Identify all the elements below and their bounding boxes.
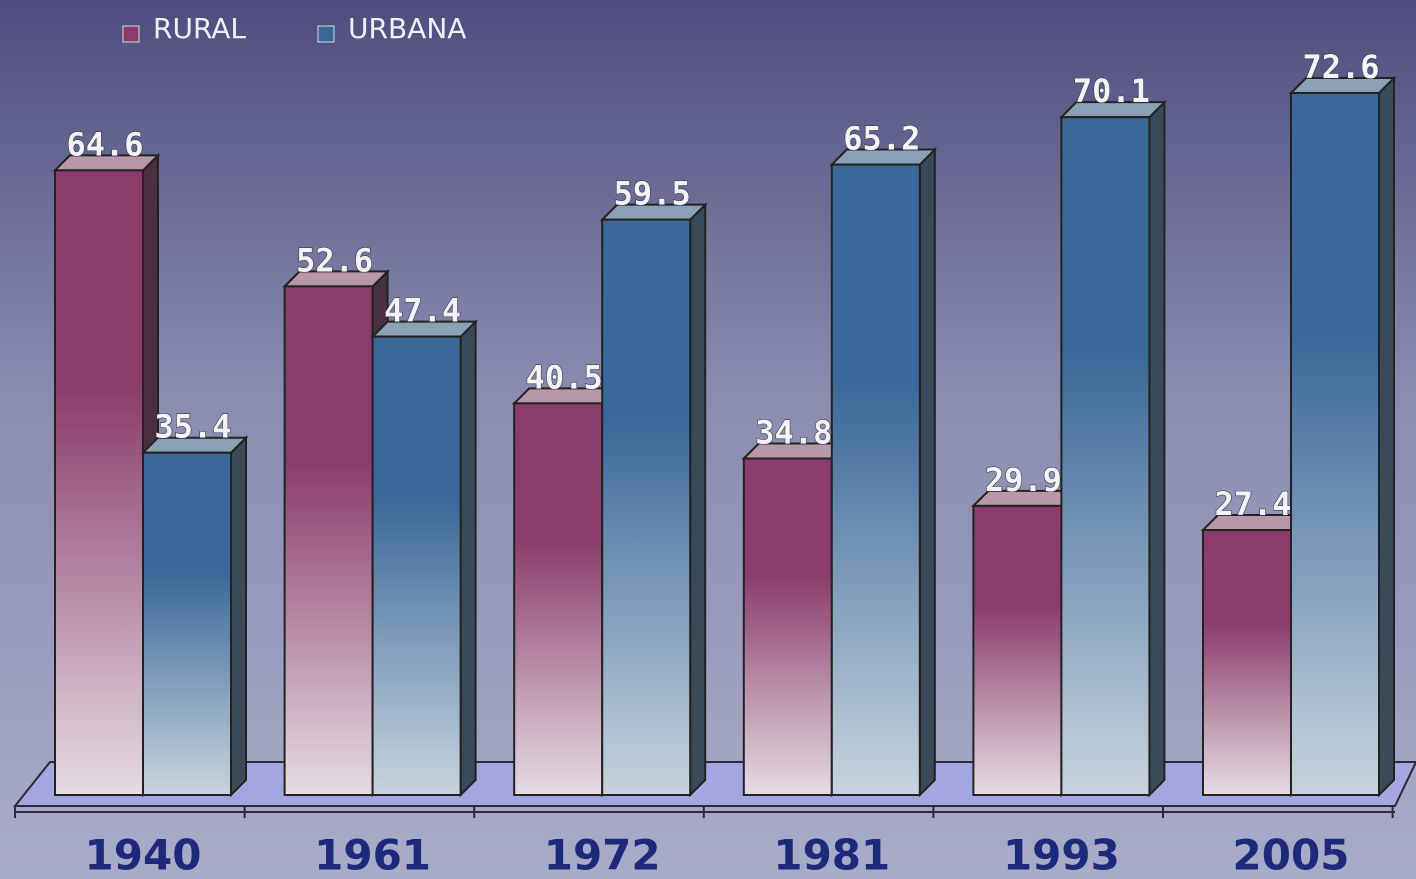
legend-label: RURAL bbox=[153, 12, 246, 45]
bar-front bbox=[601, 218, 692, 796]
bar-side bbox=[918, 147, 936, 798]
data-label: 27.4 bbox=[1214, 485, 1291, 523]
data-label: 64.6 bbox=[66, 125, 143, 163]
data-label: 72.6 bbox=[1302, 48, 1379, 86]
bar bbox=[599, 202, 708, 798]
data-label: 40.5 bbox=[526, 358, 603, 396]
bar-front bbox=[830, 163, 921, 797]
bar-front bbox=[142, 451, 232, 796]
bar bbox=[1288, 75, 1397, 798]
bar-front bbox=[742, 457, 833, 796]
bar-side bbox=[230, 435, 247, 798]
x-tick-label: 1961 bbox=[314, 831, 431, 879]
data-label: 47.4 bbox=[384, 292, 461, 330]
x-tick-label: 2005 bbox=[1233, 831, 1350, 879]
bar bbox=[140, 435, 249, 798]
x-tick-label: 1993 bbox=[1003, 831, 1120, 879]
data-label: 65.2 bbox=[843, 120, 920, 158]
data-label: 52.6 bbox=[296, 241, 373, 279]
legend-label: URBANA bbox=[348, 12, 466, 45]
data-label: 34.8 bbox=[755, 414, 832, 452]
bar bbox=[1200, 512, 1309, 798]
bar-side bbox=[1148, 99, 1166, 798]
bar-front bbox=[283, 285, 374, 796]
bar bbox=[829, 147, 938, 798]
bar-side bbox=[459, 319, 477, 798]
bar-side bbox=[1378, 75, 1395, 798]
bar bbox=[370, 319, 479, 798]
bar bbox=[1058, 99, 1167, 798]
data-label: 70.1 bbox=[1073, 72, 1150, 110]
x-tick-label: 1981 bbox=[773, 831, 890, 879]
legend-swatch bbox=[317, 25, 335, 43]
bar-front bbox=[972, 504, 1063, 796]
data-label: 35.4 bbox=[154, 408, 231, 446]
x-tick-label: 1972 bbox=[544, 831, 661, 879]
data-label: 29.9 bbox=[985, 461, 1062, 499]
bar-front bbox=[513, 402, 604, 796]
legend-swatch bbox=[122, 25, 140, 43]
bar-front bbox=[54, 169, 144, 797]
bar-side bbox=[689, 202, 707, 798]
bar-front bbox=[1060, 116, 1151, 796]
x-tick-label: 1940 bbox=[85, 831, 202, 879]
bar-front bbox=[1290, 92, 1380, 796]
data-label: 59.5 bbox=[614, 175, 691, 213]
bar-front bbox=[1202, 529, 1292, 796]
bar-front bbox=[371, 335, 462, 796]
